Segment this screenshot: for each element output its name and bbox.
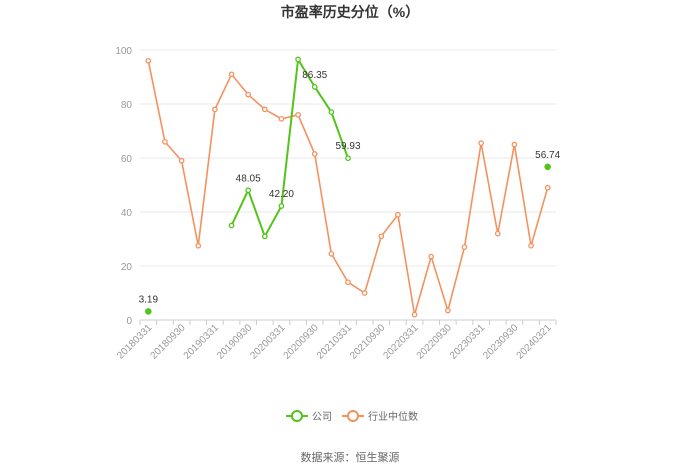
data-label-20200930: 86.35 [302, 70, 327, 81]
x-tick-label-20180331: 20180331 [115, 322, 155, 362]
data-point-20190331 [212, 106, 218, 113]
data-point-20200630 [295, 56, 301, 63]
series-company [145, 56, 551, 315]
data-point-20180630 [162, 138, 168, 145]
data-point-20210331 [345, 279, 351, 286]
legend-item-industry-median[interactable]: 行业中位数 [342, 410, 418, 423]
x-tick-label-20240321: 20240321 [515, 322, 555, 362]
x-tick-label-20220331: 20220331 [381, 322, 421, 362]
legend-item-company[interactable]: 公司 [286, 410, 332, 423]
x-tick-label-20190331: 20190331 [182, 322, 222, 362]
data-point-20210331 [345, 155, 351, 162]
data-source: 数据来源：恒生聚源 [301, 450, 400, 464]
y-tick-0: 0 [126, 316, 132, 327]
legend-label-industry-median: 行业中位数 [368, 410, 418, 423]
data-point-20200331 [278, 203, 285, 209]
legend: 公司 行业中位数 [286, 410, 418, 423]
data-point-20181231 [195, 242, 202, 249]
data-point-20220930 [444, 307, 451, 314]
data-point-20190930 [245, 187, 252, 194]
y-tick-100: 100 [115, 46, 132, 57]
series-industry-median [145, 57, 551, 318]
y-tick-20: 20 [121, 262, 133, 273]
data-point-20180331 [145, 57, 152, 64]
data-point-20211231 [395, 211, 401, 218]
series-line [147, 60, 549, 315]
data-point-20190630 [228, 222, 235, 229]
data-label-20180331: 3.19 [139, 294, 159, 305]
y-tick-60: 60 [121, 154, 133, 165]
data-point-20240321 [544, 184, 551, 191]
data-point-20200331 [278, 116, 285, 122]
x-tick-label-20230930: 20230930 [481, 322, 521, 362]
data-point-20201231 [328, 109, 335, 115]
data-point-20201231 [328, 251, 335, 257]
data-point-20231231 [528, 242, 534, 249]
series-line [230, 56, 349, 239]
data-label-20240321: 56.74 [535, 150, 560, 161]
data-point-20220630 [428, 253, 435, 260]
x-tick-label-20210930: 20210930 [348, 322, 388, 362]
x-tick-label-20200331: 20200331 [248, 322, 288, 362]
data-point-20221231 [461, 244, 468, 250]
data-point-20180331 [145, 308, 152, 315]
data-point-20240321 [544, 163, 551, 171]
data-point-20200930 [311, 151, 318, 157]
data-point-20180930 [178, 157, 185, 164]
y-tick-40: 40 [121, 208, 133, 219]
y-axis: 0 20 40 60 80 100 [115, 46, 132, 327]
chart-title: 市盈率历史分位（%） [281, 4, 419, 20]
data-point-20230331 [478, 140, 484, 146]
x-axis: 2018033120180930201903312019093020200331… [115, 319, 557, 362]
x-tick-label-20210331: 20210331 [315, 322, 355, 362]
y-tick-80: 80 [121, 100, 133, 111]
data-label-20210331: 59.93 [335, 141, 360, 152]
data-label-20190930: 48.05 [236, 173, 261, 184]
data-point-20191231 [261, 106, 268, 113]
x-tick-label-20180930: 20180930 [148, 322, 188, 362]
data-point-20220331 [411, 311, 418, 318]
x-tick-label-20190930: 20190930 [215, 322, 255, 362]
data-point-20200930 [311, 84, 318, 90]
x-tick-label-20200930: 20200930 [282, 322, 322, 362]
legend-label-company: 公司 [312, 412, 332, 423]
data-point-20200630 [295, 111, 301, 118]
data-point-20230930 [511, 141, 518, 148]
data-point-20190930 [245, 91, 252, 98]
series-layer [145, 56, 551, 318]
data-label-20200331: 42.20 [269, 189, 294, 200]
data-point-20230630 [494, 230, 501, 237]
x-tick-label-20220930: 20220930 [415, 322, 455, 362]
data-point-20191231 [261, 233, 268, 240]
data-labels: 3.19 48.05 42.20 86.35 59.93 56.74 [139, 70, 561, 306]
data-point-20190630 [228, 71, 235, 78]
x-tick-label-20230331: 20230331 [448, 322, 488, 362]
data-point-20210930 [378, 233, 385, 240]
data-point-20210630 [361, 290, 368, 296]
